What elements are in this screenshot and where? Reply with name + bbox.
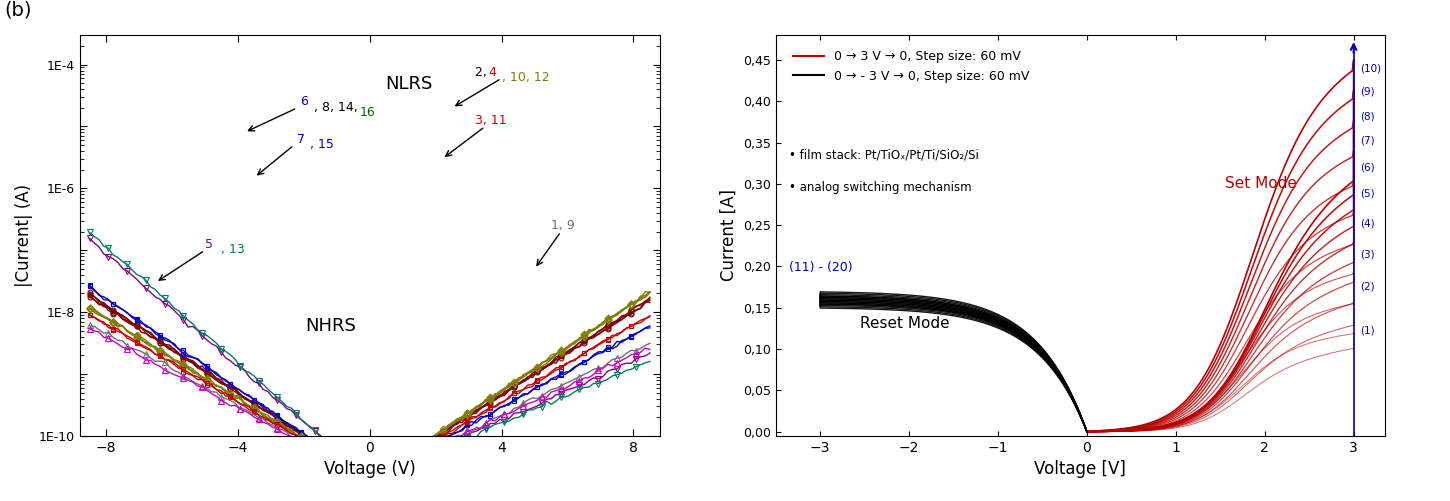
X-axis label: Voltage [V]: Voltage [V] xyxy=(1034,460,1127,478)
Text: (b): (b) xyxy=(4,0,32,19)
Text: (8): (8) xyxy=(1360,111,1375,121)
X-axis label: Voltage (V): Voltage (V) xyxy=(323,460,416,478)
Text: 2,: 2, xyxy=(476,66,492,79)
Text: 7: 7 xyxy=(297,133,306,145)
Text: • film stack: Pt/TiOₓ/Pt/Ti/SiO₂/Si: • film stack: Pt/TiOₓ/Pt/Ti/SiO₂/Si xyxy=(789,148,979,161)
Text: (7): (7) xyxy=(1360,136,1375,146)
Text: Reset Mode: Reset Mode xyxy=(860,317,950,332)
Text: (4): (4) xyxy=(1360,218,1375,228)
Text: (2): (2) xyxy=(1360,281,1375,291)
Text: • analog switching mechanism: • analog switching mechanism xyxy=(789,181,972,194)
Text: 4: 4 xyxy=(489,66,496,79)
Legend: 0 → 3 V → 0, Step size: 60 mV, 0 → - 3 V → 0, Step size: 60 mV: 0 → 3 V → 0, Step size: 60 mV, 0 → - 3 V… xyxy=(789,45,1035,88)
Text: 6: 6 xyxy=(300,95,309,108)
Text: NLRS: NLRS xyxy=(386,75,434,93)
Text: (1): (1) xyxy=(1360,326,1375,336)
Text: (9): (9) xyxy=(1360,86,1375,96)
Text: (10): (10) xyxy=(1360,63,1380,73)
Text: , 10, 12: , 10, 12 xyxy=(502,71,550,84)
Text: (6): (6) xyxy=(1360,162,1375,172)
Text: , 8, 14,: , 8, 14, xyxy=(313,101,361,114)
Y-axis label: Current [A]: Current [A] xyxy=(719,189,738,282)
Text: (5): (5) xyxy=(1360,189,1375,199)
Text: Set Mode: Set Mode xyxy=(1225,176,1296,191)
Text: , 15: , 15 xyxy=(310,138,335,151)
Y-axis label: |Current| (A): |Current| (A) xyxy=(14,184,33,287)
Text: (11) - (20): (11) - (20) xyxy=(789,261,853,274)
Text: NHRS: NHRS xyxy=(304,317,355,335)
Text: 16: 16 xyxy=(360,106,376,119)
Text: , 13: , 13 xyxy=(222,243,245,256)
Text: 5: 5 xyxy=(204,237,213,250)
Text: (3): (3) xyxy=(1360,249,1375,259)
Text: 1, 9: 1, 9 xyxy=(551,219,574,232)
Text: 3, 11: 3, 11 xyxy=(476,114,508,127)
